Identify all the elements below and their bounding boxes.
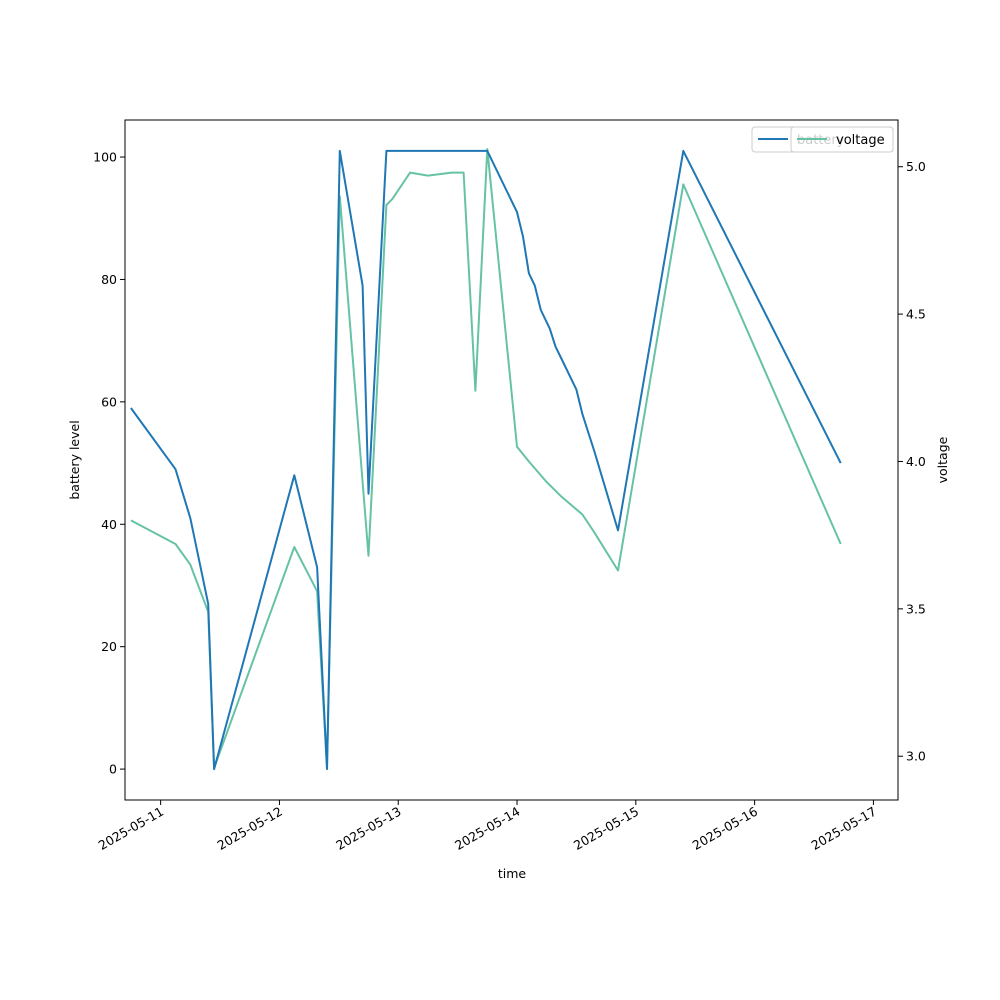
y-axis-label: battery level: [67, 420, 82, 499]
legend: batteryvoltage: [751, 126, 894, 153]
x-axis-label: time: [498, 866, 527, 881]
legend-box-voltage: voltage: [790, 126, 894, 153]
series-layer: [130, 148, 842, 771]
series-line-battery: [130, 149, 842, 771]
y-tick-label: 40: [101, 517, 117, 532]
y-tick-label: 100: [93, 150, 117, 165]
y-tick-label: 0: [109, 762, 117, 777]
y-tick-label: 80: [101, 272, 117, 287]
y-axis-left: 0 20 40 60 80 100: [93, 150, 125, 777]
y2-tick-label: 4.0: [906, 454, 926, 469]
y-tick-label: 20: [101, 639, 117, 654]
y-tick-label: 60: [101, 394, 117, 409]
y2-tick-label: 3.5: [906, 601, 926, 616]
y2-tick-label: 4.5: [906, 307, 926, 322]
series-line-voltage: [130, 148, 842, 769]
y2-tick-label: 3.0: [906, 749, 926, 764]
y2-axis-label: voltage: [935, 436, 950, 483]
legend-label-voltage: voltage: [836, 133, 885, 148]
plot-frame: [124, 119, 899, 801]
y-axis-right: 3.0 3.5 4.0 4.5 5.0: [898, 159, 926, 764]
legend-frame: [790, 126, 894, 153]
y2-tick-label: 5.0: [906, 159, 926, 174]
